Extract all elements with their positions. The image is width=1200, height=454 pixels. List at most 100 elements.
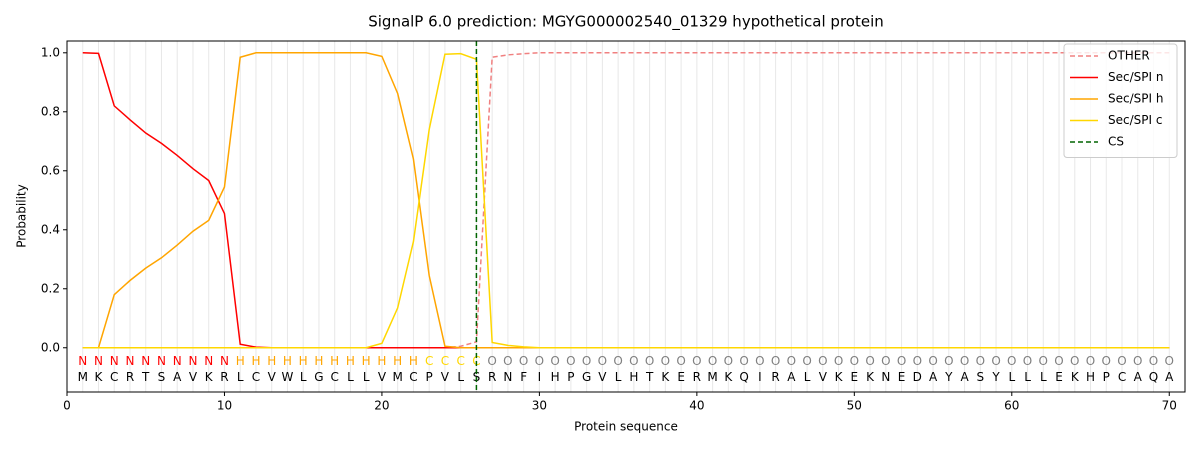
- residue: Q: [1149, 370, 1158, 384]
- region-label: H: [236, 354, 245, 368]
- region-label: O: [913, 354, 922, 368]
- y-tick-label: 0.4: [41, 222, 60, 236]
- residue: R: [771, 370, 779, 384]
- region-label: C: [425, 354, 433, 368]
- legend-box: [1063, 43, 1178, 158]
- legend-label: Sec/SPI n: [1108, 70, 1163, 84]
- x-tick-label: 10: [217, 399, 232, 413]
- residue: L: [1040, 370, 1047, 384]
- residue: Q: [739, 370, 748, 384]
- residue: M: [78, 370, 88, 384]
- residue: V: [189, 370, 198, 384]
- residue: C: [409, 370, 417, 384]
- region-label: O: [598, 354, 607, 368]
- x-tick-label: 50: [847, 399, 862, 413]
- region-label: O: [566, 354, 575, 368]
- residue: V: [378, 370, 387, 384]
- region-label: O: [1023, 354, 1032, 368]
- region-label: H: [393, 354, 402, 368]
- residue: W: [282, 370, 294, 384]
- region-label: O: [676, 354, 685, 368]
- x-tick-label: 0: [63, 399, 71, 413]
- residue: K: [1071, 370, 1080, 384]
- residue: G: [582, 370, 591, 384]
- region-label: O: [503, 354, 512, 368]
- region-label: O: [802, 354, 811, 368]
- region-label: O: [613, 354, 622, 368]
- region-label: N: [141, 354, 150, 368]
- residue: N: [881, 370, 890, 384]
- x-tick-label: 30: [532, 399, 547, 413]
- residue: M: [392, 370, 402, 384]
- region-label: O: [928, 354, 937, 368]
- residue: R: [220, 370, 228, 384]
- region-label: H: [283, 354, 292, 368]
- region-label: O: [535, 354, 544, 368]
- residue: R: [126, 370, 134, 384]
- legend-label: OTHER: [1108, 49, 1150, 63]
- region-label: O: [1102, 354, 1111, 368]
- residue: C: [110, 370, 118, 384]
- y-tick-label: 0.2: [41, 281, 60, 295]
- region-label: N: [110, 354, 119, 368]
- region-label: O: [708, 354, 717, 368]
- region-label: O: [1133, 354, 1142, 368]
- region-label: O: [1070, 354, 1079, 368]
- residue: S: [976, 370, 984, 384]
- region-label: O: [850, 354, 859, 368]
- region-label: N: [94, 354, 103, 368]
- region-label: O: [1039, 354, 1048, 368]
- series-line: [82, 52, 1170, 349]
- residue: V: [598, 370, 607, 384]
- region-label: O: [739, 354, 748, 368]
- residue: R: [693, 370, 701, 384]
- region-label: O: [1054, 354, 1063, 368]
- residue: K: [866, 370, 875, 384]
- residue: L: [237, 370, 244, 384]
- residue: L: [1008, 370, 1015, 384]
- region-label: O: [1007, 354, 1016, 368]
- y-axis-label: Probability: [15, 184, 29, 247]
- residue: K: [835, 370, 844, 384]
- region-label: O: [787, 354, 796, 368]
- region-label: H: [346, 354, 355, 368]
- region-label: N: [204, 354, 213, 368]
- residue: I: [538, 370, 542, 384]
- x-tick-label: 20: [374, 399, 389, 413]
- region-label: O: [881, 354, 890, 368]
- residue: L: [300, 370, 307, 384]
- region-label: O: [661, 354, 670, 368]
- residue: M: [707, 370, 717, 384]
- residue: R: [488, 370, 496, 384]
- residue: Y: [944, 370, 953, 384]
- residue: N: [503, 370, 512, 384]
- residue: E: [1055, 370, 1063, 384]
- residue: V: [819, 370, 828, 384]
- region-label: C: [441, 354, 449, 368]
- residue: Y: [991, 370, 1000, 384]
- region-label: N: [157, 354, 166, 368]
- residue: H: [1086, 370, 1095, 384]
- region-label: H: [314, 354, 323, 368]
- residue: E: [677, 370, 685, 384]
- residue: L: [457, 370, 464, 384]
- residue: A: [1134, 370, 1143, 384]
- region-label: O: [976, 354, 985, 368]
- plot-frame: [66, 40, 1186, 393]
- x-tick-label: 40: [689, 399, 704, 413]
- residue: I: [758, 370, 762, 384]
- region-label: O: [960, 354, 969, 368]
- region-label: N: [78, 354, 87, 368]
- region-label: O: [1165, 354, 1174, 368]
- region-label: O: [629, 354, 638, 368]
- region-label: O: [582, 354, 591, 368]
- legend-label: Sec/SPI h: [1108, 92, 1163, 106]
- residue: D: [913, 370, 922, 384]
- residue: K: [95, 370, 104, 384]
- residue: K: [205, 370, 214, 384]
- residue: P: [1103, 370, 1110, 384]
- region-label: N: [188, 354, 197, 368]
- residue: A: [960, 370, 969, 384]
- residue: F: [520, 370, 527, 384]
- residue: L: [1024, 370, 1031, 384]
